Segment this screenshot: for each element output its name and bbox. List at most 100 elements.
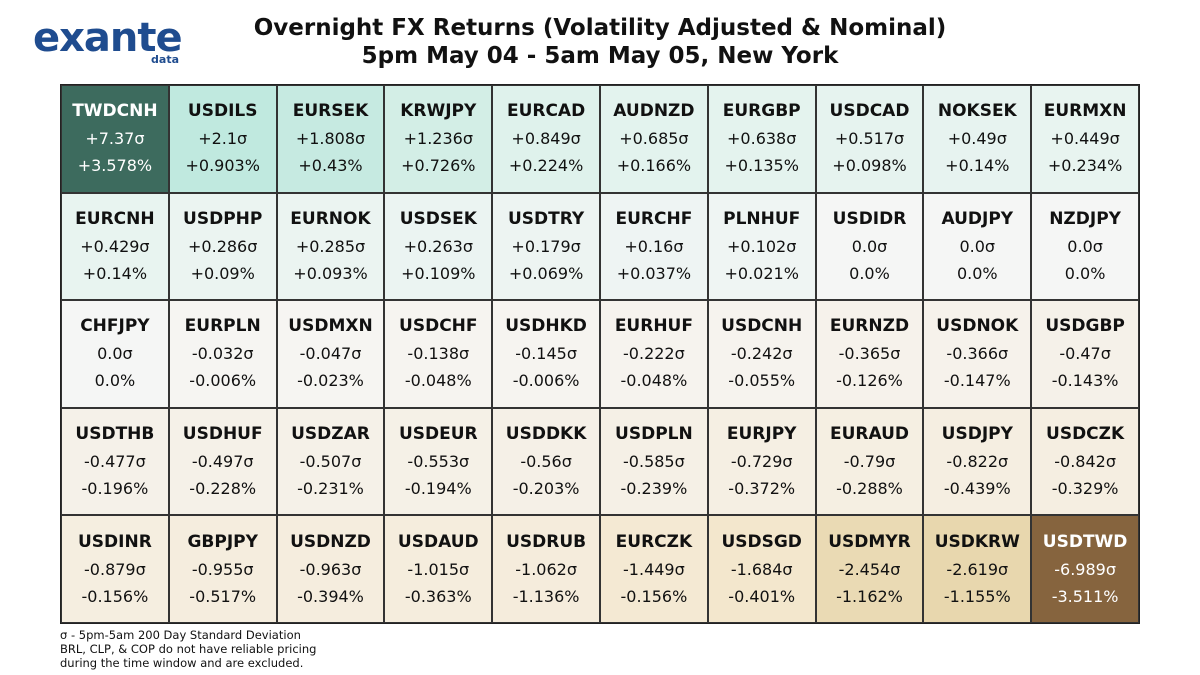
fx-cell-eurcnh: EURCNH +0.429σ +0.14%: [61, 192, 169, 301]
fx-cell-usdcnh: USDCNH -0.242σ -0.055%: [707, 300, 816, 408]
fx-cell-usdmyr: USDMYR -2.454σ -1.162%: [815, 515, 924, 623]
fx-cell-eursek: EURSEK +1.808σ +0.43%: [276, 85, 385, 193]
vol-adjusted-return: -0.822σ: [946, 452, 1009, 472]
vol-adjusted-return: -0.138σ: [407, 344, 470, 364]
pair-label: USDJPY: [941, 424, 1013, 445]
vol-adjusted-return: -0.585σ: [623, 452, 685, 472]
pair-label: EURCAD: [506, 101, 586, 122]
nominal-return: -0.048%: [404, 371, 472, 391]
vol-adjusted-return: -0.222σ: [623, 344, 685, 364]
nominal-return: -0.156%: [81, 586, 149, 606]
fx-cell-nzdjpy: NZDJPY 0.0σ 0.0%: [1031, 192, 1139, 301]
pair-label: USDTHB: [75, 424, 155, 445]
pair-label: EURMXN: [1043, 101, 1127, 122]
pair-label: USDDKK: [505, 424, 587, 445]
fx-cell-usdnok: USDNOK -0.366σ -0.147%: [923, 300, 1032, 408]
fx-cell-usdmxn: USDMXN -0.047σ -0.023%: [276, 300, 385, 408]
pair-label: EURNZD: [829, 316, 910, 337]
fx-cell-usdhkd: USDHKD -0.145σ -0.006%: [492, 300, 600, 408]
nominal-return: -0.156%: [620, 586, 688, 606]
vol-adjusted-return: -6.989σ: [1054, 559, 1116, 579]
fx-cell-eurchf: EURCHF +0.16σ +0.037%: [600, 192, 708, 301]
pair-label: USDTWD: [1042, 531, 1128, 552]
vol-adjusted-return: -0.842σ: [1054, 452, 1116, 472]
nominal-return: +0.14%: [82, 263, 148, 283]
vol-adjusted-return: -0.497σ: [191, 452, 254, 472]
nominal-return: -0.147%: [943, 371, 1011, 391]
fx-cell-gbpjpy: GBPJPY -0.955σ -0.517%: [168, 515, 277, 623]
vol-adjusted-return: -0.955σ: [191, 559, 254, 579]
fx-cell-audjpy: AUDJPY 0.0σ 0.0%: [923, 192, 1032, 301]
fx-cell-chfjpy: CHFJPY 0.0σ 0.0%: [61, 300, 169, 408]
fx-cell-eurczk: EURCZK -1.449σ -0.156%: [600, 515, 708, 623]
nominal-return: +0.098%: [832, 156, 907, 176]
logo-subtext: data: [151, 53, 179, 66]
pair-label: USDEUR: [398, 424, 478, 445]
nominal-return: -1.155%: [943, 586, 1011, 606]
vol-adjusted-return: +0.49σ: [947, 129, 1007, 149]
nominal-return: +0.069%: [508, 263, 584, 283]
nominal-return: -0.239%: [620, 479, 688, 499]
nominal-return: +0.43%: [298, 156, 363, 176]
pair-label: USDCZK: [1046, 424, 1125, 445]
nominal-return: 0.0%: [849, 263, 890, 283]
nominal-return: 0.0%: [956, 263, 998, 283]
pair-label: USDSGD: [721, 531, 802, 552]
nominal-return: -0.203%: [512, 479, 580, 499]
fx-cell-usdjpy: USDJPY -0.822σ -0.439%: [923, 407, 1032, 516]
pair-label: USDPHP: [183, 208, 263, 229]
vol-adjusted-return: -0.507σ: [299, 452, 362, 472]
vol-adjusted-return: +0.638σ: [727, 129, 797, 149]
nominal-return: +0.093%: [293, 263, 368, 283]
pair-label: NOKSEK: [937, 101, 1017, 122]
fx-cell-plnhuf: PLNHUF +0.102σ +0.021%: [707, 192, 816, 301]
nominal-return: -0.439%: [943, 479, 1011, 499]
vol-adjusted-return: 0.0σ: [959, 236, 996, 256]
fx-cell-usdczk: USDCZK -0.842σ -0.329%: [1031, 407, 1139, 516]
fx-cell-twdcnh: TWDCNH +7.37σ +3.578%: [61, 85, 169, 193]
vol-adjusted-return: -0.879σ: [84, 559, 146, 579]
nominal-return: +0.135%: [724, 156, 799, 176]
fx-cell-eurgbp: EURGBP +0.638σ +0.135%: [707, 85, 816, 193]
fx-cell-audnzd: AUDNZD +0.685σ +0.166%: [600, 85, 708, 193]
vol-adjusted-return: -0.963σ: [299, 559, 362, 579]
fx-cell-eurnzd: EURNZD -0.365σ -0.126%: [815, 300, 924, 408]
logo-wordmark: exante: [33, 15, 183, 61]
pair-label: USDCAD: [829, 101, 910, 122]
nominal-return: -0.363%: [404, 586, 472, 606]
vol-adjusted-return: 0.0σ: [851, 236, 888, 256]
nominal-return: -0.231%: [297, 479, 364, 499]
nominal-return: -0.196%: [81, 479, 149, 499]
vol-adjusted-return: -0.729σ: [730, 452, 793, 472]
vol-adjusted-return: +0.685σ: [619, 129, 689, 149]
vol-adjusted-return: +0.849σ: [511, 129, 581, 149]
pair-label: EURPLN: [184, 316, 261, 337]
vol-adjusted-return: -0.242σ: [730, 344, 793, 364]
vol-adjusted-return: -0.366σ: [946, 344, 1009, 364]
fx-cell-eurpln: EURPLN -0.032σ -0.006%: [168, 300, 277, 408]
nominal-return: -0.228%: [189, 479, 257, 499]
nominal-return: -0.394%: [297, 586, 364, 606]
fx-cell-usdpln: USDPLN -0.585σ -0.239%: [600, 407, 708, 516]
vol-adjusted-return: +0.429σ: [80, 236, 150, 256]
vol-adjusted-return: -0.553σ: [407, 452, 470, 472]
fx-cell-usdidr: USDIDR 0.0σ 0.0%: [815, 192, 924, 301]
pair-label: USDGBP: [1045, 316, 1125, 337]
nominal-return: -3.511%: [1051, 586, 1119, 606]
fx-returns-grid: TWDCNH +7.37σ +3.578% USDILS +2.1σ +0.903% EUR…: [60, 84, 1140, 624]
nominal-return: +0.09%: [190, 263, 255, 283]
fx-cell-usdsek: USDSEK +0.263σ +0.109%: [384, 192, 493, 301]
pair-label: USDPLN: [615, 424, 693, 445]
pair-label: USDKRW: [934, 531, 1020, 552]
vol-adjusted-return: +0.517σ: [834, 129, 905, 149]
pair-label: EURHUF: [614, 316, 693, 337]
vol-adjusted-return: -0.477σ: [84, 452, 146, 472]
pair-label: USDILS: [187, 101, 258, 122]
vol-adjusted-return: +0.179σ: [511, 236, 581, 256]
fx-cell-eurmxn: EURMXN +0.449σ +0.234%: [1031, 85, 1139, 193]
nominal-return: 0.0%: [1064, 263, 1106, 283]
pair-label: USDHUF: [182, 424, 263, 445]
nominal-return: +0.234%: [1047, 156, 1123, 176]
vol-adjusted-return: -2.454σ: [838, 559, 901, 579]
fx-cell-usdcad: USDCAD +0.517σ +0.098%: [815, 85, 924, 193]
